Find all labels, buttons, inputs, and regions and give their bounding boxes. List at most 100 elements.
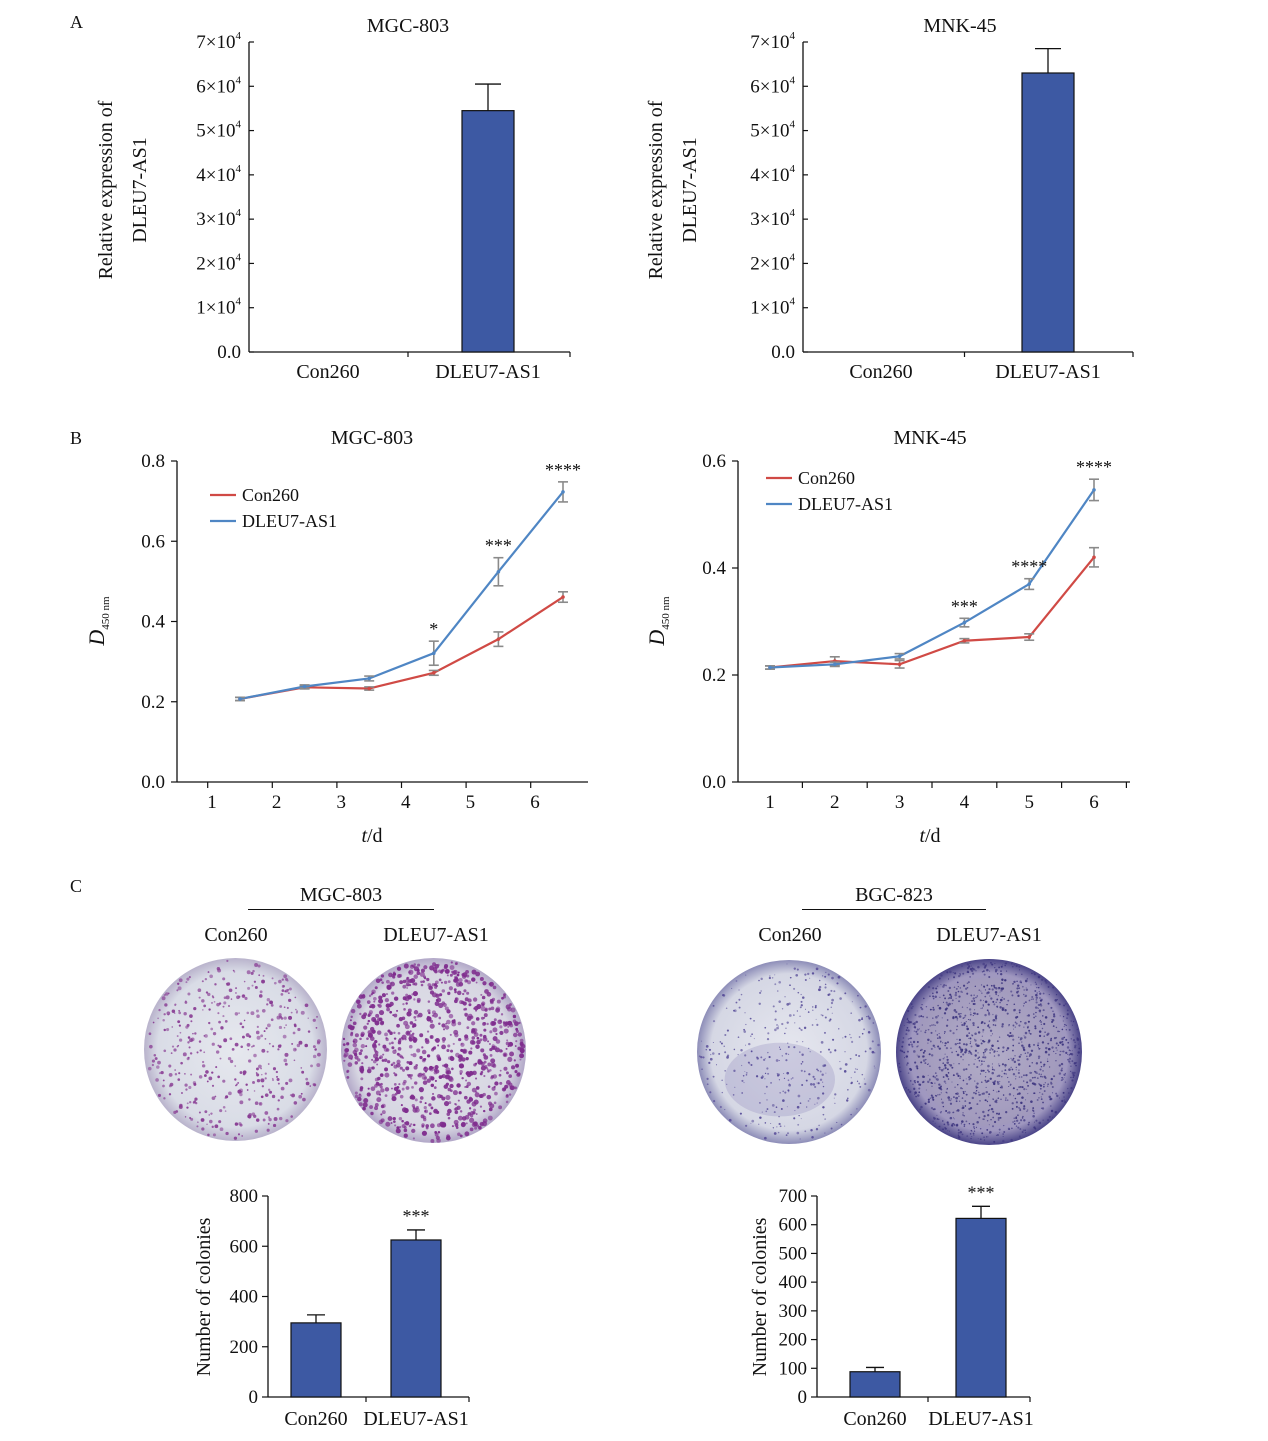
data-point (238, 697, 242, 701)
x-axis-label: t/d (919, 825, 940, 847)
x-tick-label: DLEU7-AS1 (995, 361, 1101, 383)
y-tick-label: 0.0 (141, 772, 165, 793)
y-tick-label: 3×104 (196, 207, 241, 230)
y-axis-label: DLEU7-AS1 (129, 137, 151, 243)
y-tick-label: 0.0 (702, 772, 726, 793)
legend-label: Con260 (242, 485, 299, 505)
x-tick-label: 4 (960, 792, 970, 813)
y-tick-label: 0.6 (702, 451, 726, 472)
chart-title: MNK-45 (923, 15, 996, 37)
y-tick-label: 2×104 (196, 251, 241, 274)
legend-label: Con260 (798, 468, 855, 488)
y-tick-label: 600 (230, 1236, 259, 1257)
colony-dots (342, 961, 526, 1143)
chart-c-mgc803: 0 200 400 600 800 Number of colonies Con260 DLE… (193, 1186, 470, 1430)
bar-con260 (849, 1371, 901, 1398)
x-tick-label: Con260 (843, 1408, 906, 1430)
y-tick-label: 7×104 (196, 30, 241, 53)
colony-plate-bgc823-con260 (697, 960, 881, 1144)
x-tick-label: 3 (895, 792, 905, 813)
significance-marker: *** (968, 1182, 995, 1202)
y-tick-label: 0.4 (702, 558, 726, 579)
data-point (833, 662, 837, 667)
y-tick-label: 100 (779, 1358, 808, 1379)
series-line-dleu7-as1 (239, 491, 564, 701)
data-point (897, 662, 902, 667)
data-point (496, 637, 501, 641)
x-tick-label: 6 (1089, 792, 1099, 813)
y-tick-label: 0.0 (217, 342, 241, 363)
chart-c-bgc823: 0 100 200 300 400 500 600 700 Number of colonies… (749, 1182, 1034, 1430)
y-tick-label: 500 (779, 1243, 808, 1264)
data-point (302, 684, 307, 689)
data-point (1092, 555, 1096, 560)
plate-label-left-dleu: DLEU7-AS1 (383, 924, 489, 946)
x-tick-label: Con260 (296, 361, 359, 383)
series-line-con260 (239, 596, 564, 701)
significance-marker: **** (1076, 457, 1112, 477)
significance-marker: * (429, 619, 438, 639)
x-tick-label: 2 (830, 792, 840, 813)
series-line-dleu7-as1 (769, 489, 1095, 669)
y-tick-label: 1×104 (196, 296, 241, 319)
data-point (962, 620, 967, 625)
colony-plate-bgc823-dleu7-as1 (896, 959, 1082, 1145)
y-tick-label: 6×104 (196, 74, 241, 97)
x-tick-label: DLEU7-AS1 (435, 361, 541, 383)
x-tick-label: 5 (1024, 792, 1034, 813)
y-tick-label: 4×104 (750, 163, 795, 186)
significance-marker: **** (545, 460, 581, 480)
y-tick-label: 6×104 (750, 74, 795, 97)
y-axis-label: D450 nm (644, 596, 672, 647)
plates-left-rule (248, 909, 434, 910)
plate-background (697, 960, 881, 1144)
colony-dots (698, 963, 880, 1140)
significance-marker: *** (485, 536, 512, 556)
data-point (1027, 635, 1031, 639)
chart-a-mnk45: MNK-45 0.0 1×104 2×104 3×104 4×104 5×104 6×104 7… (645, 15, 1134, 383)
y-tick-label: 7×104 (750, 30, 795, 53)
y-tick-label: 0 (249, 1387, 259, 1408)
bar-dleu7-as1 (1021, 72, 1075, 353)
y-tick-label: 400 (779, 1272, 808, 1293)
panel-letter-c: C (70, 876, 83, 896)
y-tick-label: 1×104 (750, 296, 795, 319)
data-point (496, 569, 501, 574)
y-tick-label: 200 (779, 1330, 808, 1351)
data-point (962, 638, 967, 643)
y-tick-label: 700 (779, 1186, 808, 1207)
panel-letter-b: B (70, 428, 83, 448)
chart-a-mgc803: MGC-803 0.0 1×104 2×104 3×104 4×104 5×104 6×104… (95, 15, 571, 383)
data-point (367, 676, 372, 681)
data-point (1027, 582, 1031, 586)
data-point (1092, 488, 1096, 492)
y-tick-label: 3×104 (750, 207, 795, 230)
y-tick-label: 0.0 (771, 342, 795, 363)
colony-plate-mgc803-con260 (144, 958, 327, 1141)
x-tick-label: DLEU7-AS1 (928, 1408, 1034, 1430)
legend-label: DLEU7-AS1 (798, 494, 893, 514)
y-tick-label: 0.6 (141, 531, 165, 552)
y-tick-label: 0 (798, 1387, 808, 1408)
y-tick-label: 4×104 (196, 163, 241, 186)
significance-marker: **** (1011, 557, 1047, 577)
significance-marker: *** (951, 596, 978, 616)
y-axis-label: Number of colonies (749, 1217, 771, 1376)
chart-title: MGC-803 (367, 15, 449, 37)
significance-marker: *** (403, 1206, 430, 1226)
y-axis-label: Number of colonies (193, 1217, 215, 1376)
chart-title: MNK-45 (893, 427, 966, 449)
plates-right-rule (802, 909, 986, 910)
plate-label-left-con260: Con260 (204, 924, 268, 946)
y-tick-label: 0.2 (141, 692, 165, 713)
x-tick-label: Con260 (849, 361, 912, 383)
plate-label-right-dleu: DLEU7-AS1 (936, 924, 1042, 946)
y-tick-label: 5×104 (196, 119, 241, 142)
panel-letter-a: A (70, 12, 83, 32)
data-point (768, 665, 772, 670)
chart-title: MGC-803 (331, 427, 413, 449)
y-axis-label: DLEU7-AS1 (679, 137, 701, 243)
data-point (367, 686, 372, 691)
